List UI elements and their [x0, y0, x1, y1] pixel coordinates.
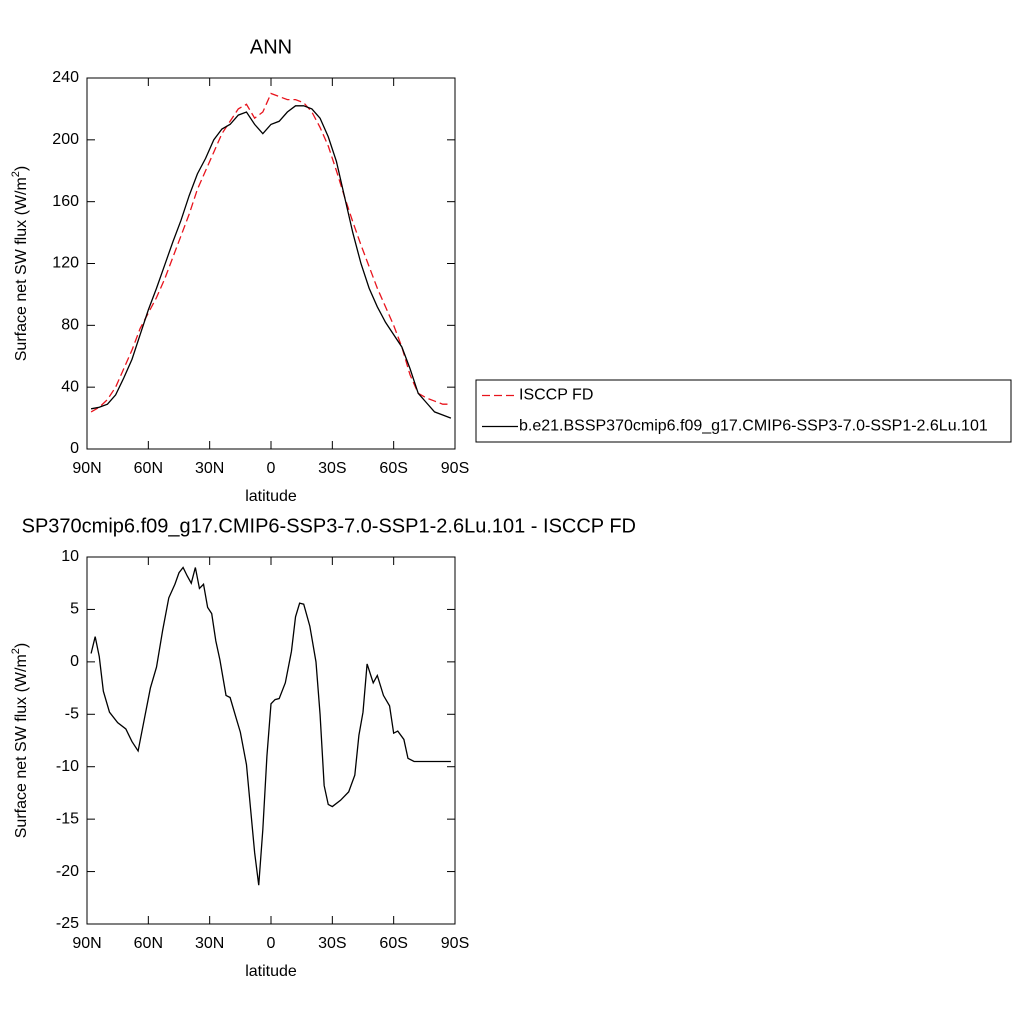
legend-label: ISCCP FD	[519, 387, 593, 404]
data-line	[90, 566, 451, 886]
x-axis-title: latitude	[245, 488, 297, 505]
x-tick-label: 60S	[379, 935, 407, 952]
y-tick-label: -25	[56, 915, 79, 932]
x-tick-label: 30S	[318, 935, 346, 952]
y-axis-title: Surface net SW flux (W/m2)	[10, 643, 30, 839]
legend-box	[475, 379, 1012, 443]
y-axis-title-sup: 2	[10, 648, 22, 654]
chart-title: ANN	[250, 36, 292, 58]
x-tick-label: 90S	[441, 460, 469, 477]
y-tick-label: 120	[52, 255, 79, 272]
y-tick-label: 5	[70, 601, 79, 618]
y-tick-label: 10	[61, 548, 79, 565]
y-tick-label: 200	[52, 131, 79, 148]
y-axis-title-text: Surface net SW flux (W/m	[13, 177, 30, 361]
y-tick-label: -20	[56, 863, 79, 880]
y-tick-label: -10	[56, 758, 79, 775]
y-tick-label: 240	[52, 69, 79, 86]
y-axis-title-end: )	[13, 643, 30, 648]
y-tick-label: 160	[52, 193, 79, 210]
x-tick-label: 0	[267, 460, 276, 477]
y-axis-title: Surface net SW flux (W/m2)	[10, 166, 30, 362]
x-tick-label: 90S	[441, 935, 469, 952]
y-tick-label: 40	[61, 378, 79, 395]
x-tick-label: 60N	[134, 460, 163, 477]
y-axis-title-text: Surface net SW flux (W/m	[13, 654, 30, 838]
x-tick-label: 30S	[318, 460, 346, 477]
x-tick-label: 60N	[134, 935, 163, 952]
x-tick-label: 90N	[72, 935, 101, 952]
x-tick-label: 0	[267, 935, 276, 952]
x-axis-title: latitude	[245, 963, 297, 980]
data-line	[90, 105, 452, 419]
y-tick-label: 0	[70, 440, 79, 457]
x-tick-label: 30N	[195, 935, 224, 952]
y-axis-title-sup: 2	[10, 171, 22, 177]
x-tick-label: 60S	[379, 460, 407, 477]
y-tick-label: 80	[61, 317, 79, 334]
y-tick-label: -15	[56, 810, 79, 827]
y-tick-label: 0	[70, 653, 79, 670]
data-line	[90, 92, 451, 413]
y-axis-title-end: )	[13, 166, 30, 171]
chart-title: SP370cmip6.f09_g17.CMIP6-SSP3-7.0-SSP1-2…	[22, 515, 636, 537]
plot-frame	[86, 556, 456, 925]
x-tick-label: 90N	[72, 460, 101, 477]
legend-label: b.e21.BSSP370cmip6.f09_g17.CMIP6-SSP3-7.…	[519, 418, 988, 435]
y-tick-label: -5	[65, 706, 79, 723]
plot-frame	[86, 77, 456, 450]
x-tick-label: 30N	[195, 460, 224, 477]
